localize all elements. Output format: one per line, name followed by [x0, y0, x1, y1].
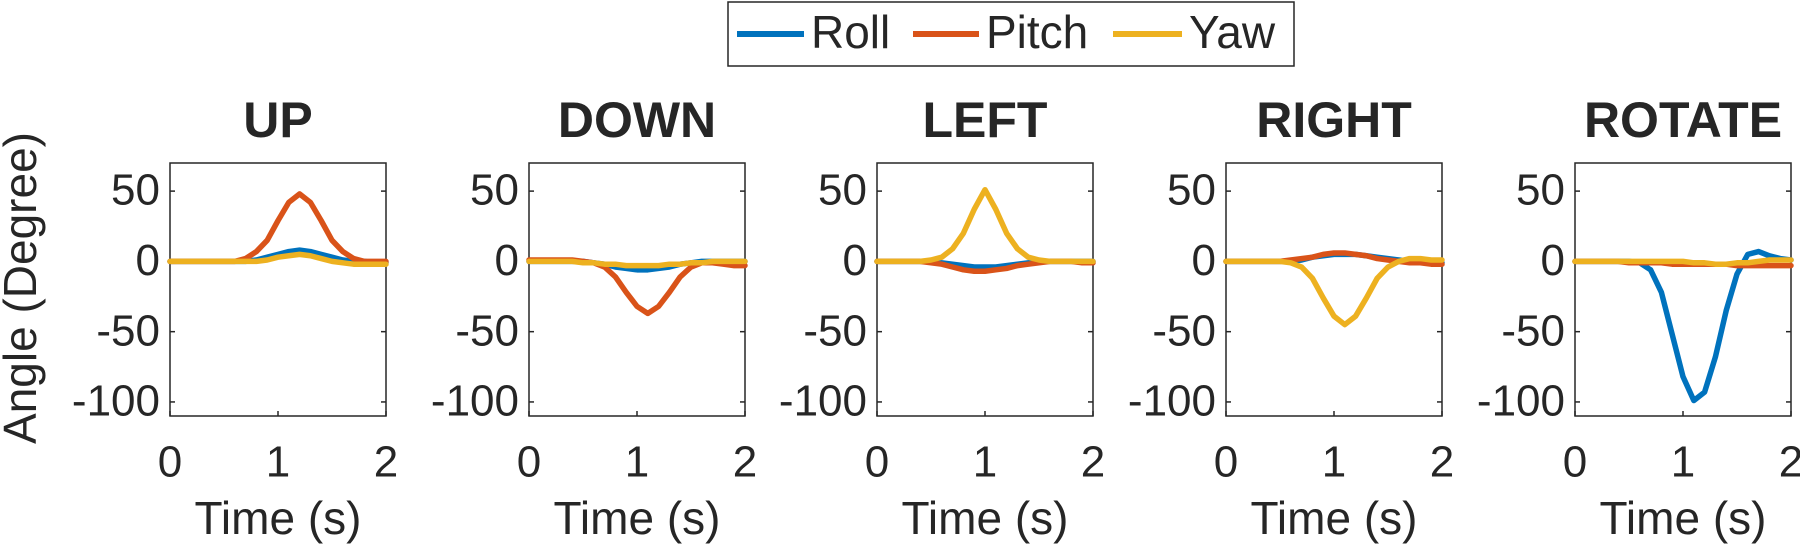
chart-title: LEFT	[923, 92, 1048, 148]
series-line	[1223, 255, 1445, 328]
x-tick-label: 2	[374, 438, 398, 487]
y-tick-label: 0	[843, 236, 867, 285]
y-tick-label: 0	[1192, 236, 1216, 285]
y-tick-label: 50	[818, 166, 867, 215]
y-tick-label: -100	[72, 377, 160, 426]
x-tick-label: 1	[1671, 438, 1695, 487]
y-tick-label: 0	[495, 236, 519, 285]
legend-label: Roll	[811, 6, 890, 58]
plot-area	[876, 162, 1094, 417]
y-tick-label: -50	[455, 306, 519, 355]
chart-title: RIGHT	[1256, 92, 1412, 148]
x-tick-label: 1	[625, 438, 649, 487]
y-tick-label: -100	[1477, 377, 1565, 426]
y-tick-label: -50	[803, 306, 867, 355]
x-tick-label: 0	[158, 438, 182, 487]
y-axis-label: Angle (Degree)	[0, 132, 46, 444]
y-tick-label: -100	[779, 377, 867, 426]
x-tick-label: 2	[1779, 438, 1800, 487]
chart-title: DOWN	[558, 92, 716, 148]
y-tick-label: 50	[470, 166, 519, 215]
x-tick-label: 0	[865, 438, 889, 487]
x-tick-label: 2	[1430, 438, 1454, 487]
plot-area	[528, 162, 746, 417]
y-tick-label: 50	[1516, 166, 1565, 215]
legend-label: Pitch	[986, 6, 1088, 58]
legend-box	[727, 1, 1295, 67]
y-tick-label: -50	[1501, 306, 1565, 355]
x-axis-label: Time (s)	[1251, 492, 1418, 544]
y-tick-label: -50	[96, 306, 160, 355]
series-line	[1572, 257, 1794, 267]
x-tick-label: 2	[733, 438, 757, 487]
y-tick-label: -100	[431, 377, 519, 426]
plot-area	[169, 162, 387, 417]
x-axis-label: Time (s)	[1600, 492, 1767, 544]
x-tick-label: 0	[1563, 438, 1587, 487]
y-tick-label: 0	[1541, 236, 1565, 285]
x-tick-label: 0	[1214, 438, 1238, 487]
y-tick-label: 50	[111, 166, 160, 215]
x-tick-label: 1	[266, 438, 290, 487]
x-tick-label: 1	[973, 438, 997, 487]
x-axis-label: Time (s)	[902, 492, 1069, 544]
series-line	[874, 186, 1096, 265]
x-tick-label: 1	[1322, 438, 1346, 487]
chart-title: ROTATE	[1584, 92, 1782, 148]
x-tick-label: 0	[517, 438, 541, 487]
legend-label: Yaw	[1189, 6, 1276, 58]
plot-area	[1225, 162, 1443, 417]
y-tick-label: -100	[1128, 377, 1216, 426]
y-tick-label: 50	[1167, 166, 1216, 215]
y-tick-label: -50	[1152, 306, 1216, 355]
series-line	[526, 258, 748, 269]
x-tick-label: 2	[1081, 438, 1105, 487]
series-line	[167, 251, 389, 267]
chart-title: UP	[243, 92, 312, 148]
x-axis-label: Time (s)	[195, 492, 362, 544]
x-axis-label: Time (s)	[554, 492, 721, 544]
y-tick-label: 0	[136, 236, 160, 285]
